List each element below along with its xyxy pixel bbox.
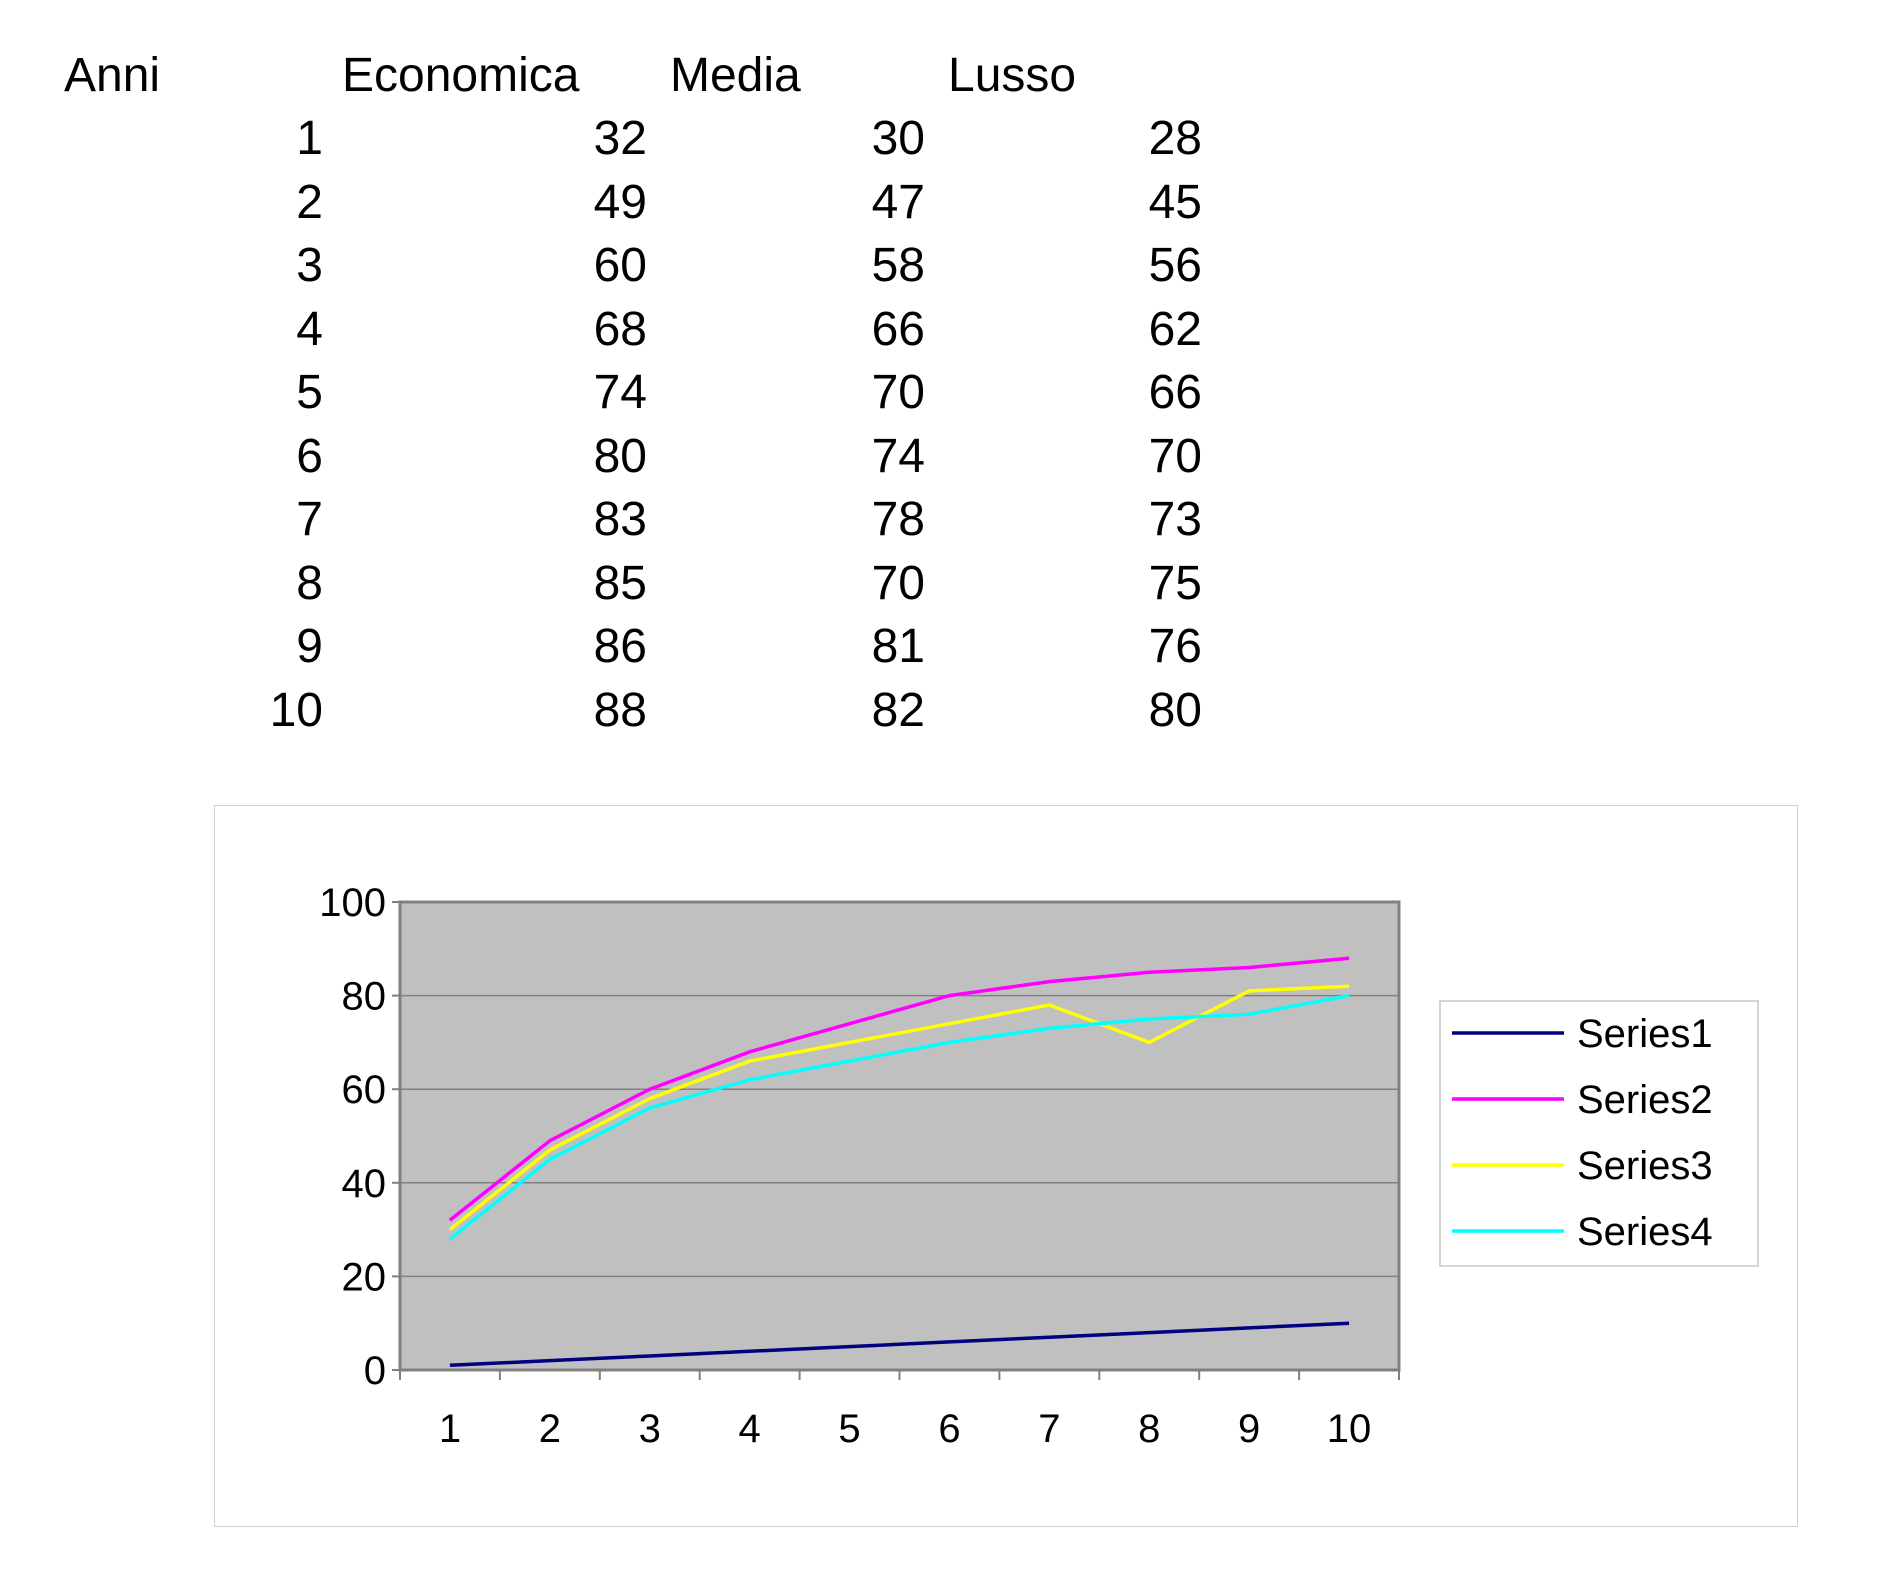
table-header-1: Economica bbox=[342, 49, 580, 102]
table-cell: 73 bbox=[1148, 493, 1202, 546]
x-tick-label: 3 bbox=[639, 1407, 661, 1451]
legend-label-1: Series1 bbox=[1577, 1012, 1713, 1056]
table-cell: 83 bbox=[593, 493, 647, 546]
x-tick-label: 4 bbox=[739, 1407, 761, 1451]
y-tick-label: 80 bbox=[342, 975, 387, 1019]
chart-frame: 0 20 40 60 80 100 1 2 3 4 5 6 7 8 9 10 Series1 Series2 Ser… bbox=[214, 805, 1798, 1527]
x-tick-label: 1 bbox=[439, 1407, 461, 1451]
series-line-4 bbox=[448, 993, 1350, 1241]
table-cell: 70 bbox=[1148, 429, 1202, 483]
table-cell: 81 bbox=[871, 620, 925, 673]
legend bbox=[1439, 1000, 1759, 1267]
x-tick-label: 9 bbox=[1238, 1407, 1260, 1451]
table-cell: 9 bbox=[296, 620, 323, 673]
table-cell: 2 bbox=[296, 175, 323, 229]
table-cell: 10 bbox=[269, 683, 323, 737]
table-cell: 74 bbox=[593, 366, 647, 419]
legend-label-3: Series3 bbox=[1577, 1144, 1713, 1188]
y-tick-label: 60 bbox=[342, 1068, 387, 1112]
table-cell: 6 bbox=[296, 429, 323, 483]
table-header-0: Anni bbox=[64, 49, 161, 102]
y-tick-label: 100 bbox=[319, 881, 386, 925]
x-tick-label: 5 bbox=[838, 1407, 860, 1451]
table-cell: 8 bbox=[296, 556, 323, 610]
table-cell: 86 bbox=[593, 620, 647, 673]
x-tick-label: 6 bbox=[938, 1407, 960, 1451]
table-cell: 60 bbox=[593, 239, 647, 292]
table-cell: 76 bbox=[1148, 620, 1202, 673]
table-header-3: Lusso bbox=[948, 49, 1077, 102]
table-cell: 7 bbox=[296, 493, 323, 546]
x-tick-label: 7 bbox=[1038, 1407, 1060, 1451]
series-line-1 bbox=[449, 1321, 1350, 1368]
table-cell: 1 bbox=[296, 112, 323, 165]
table-cell: 85 bbox=[593, 556, 647, 610]
y-tick-label: 0 bbox=[364, 1349, 386, 1393]
line-chart: 0 20 40 60 80 100 1 2 3 4 5 6 7 8 9 10 Series1 Series2 Ser… bbox=[319, 881, 1759, 1451]
legend-label-4: Series4 bbox=[1577, 1210, 1713, 1254]
table-cell: 45 bbox=[1148, 175, 1202, 229]
table-cell: 66 bbox=[871, 302, 925, 356]
table-cell: 56 bbox=[1148, 239, 1202, 292]
table-cell: 78 bbox=[871, 493, 925, 546]
table-cell: 58 bbox=[871, 239, 925, 292]
x-tick-label: 2 bbox=[539, 1407, 561, 1451]
table-cell: 32 bbox=[593, 112, 647, 165]
table-cell: 80 bbox=[1148, 683, 1202, 737]
table-cell: 47 bbox=[871, 175, 925, 229]
table-cell: 62 bbox=[1148, 302, 1202, 356]
y-tick-label: 40 bbox=[342, 1162, 387, 1206]
table-cell: 5 bbox=[296, 366, 323, 419]
table-cell: 3 bbox=[296, 239, 323, 292]
table-cell: 75 bbox=[1148, 556, 1202, 610]
plot-area bbox=[398, 900, 1401, 1372]
table-cell: 88 bbox=[593, 683, 647, 737]
x-tick-label: 10 bbox=[1327, 1407, 1372, 1451]
table-cell: 82 bbox=[871, 683, 925, 737]
table-cell: 30 bbox=[871, 112, 925, 165]
table-cell: 4 bbox=[296, 302, 323, 356]
table-cell: 68 bbox=[593, 302, 647, 356]
table-cell: 74 bbox=[871, 429, 925, 483]
data-table: Anni Economica Media Lusso 1 32 30 28 2 49 47 45 3 60… bbox=[0, 0, 1300, 760]
y-tick-label: 20 bbox=[342, 1255, 387, 1299]
legend-label-2: Series2 bbox=[1577, 1078, 1713, 1122]
table-header-2: Media bbox=[670, 49, 801, 102]
table-cell: 80 bbox=[593, 429, 647, 483]
x-tick-label: 8 bbox=[1138, 1407, 1160, 1451]
table-cell: 49 bbox=[593, 175, 647, 229]
table-cell: 28 bbox=[1148, 112, 1202, 165]
table-cell: 70 bbox=[871, 366, 925, 419]
table-cell: 70 bbox=[871, 556, 925, 610]
table-cell: 66 bbox=[1148, 366, 1202, 419]
series-line-2 bbox=[448, 956, 1350, 1222]
